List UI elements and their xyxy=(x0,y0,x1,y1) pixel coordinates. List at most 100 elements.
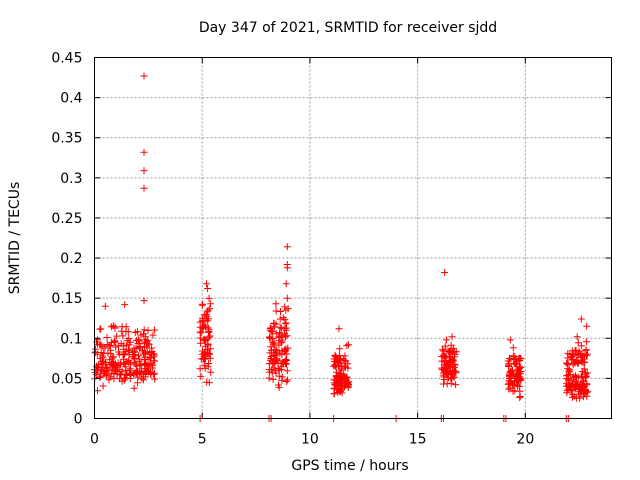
data-point xyxy=(509,344,517,352)
data-point xyxy=(566,383,574,391)
data-point xyxy=(112,343,120,351)
data-point xyxy=(270,339,278,347)
data-point xyxy=(342,363,349,371)
data-point xyxy=(577,342,585,350)
y-tick-label: 0.2 xyxy=(60,251,82,267)
axis-ticks xyxy=(94,57,612,419)
data-point xyxy=(282,378,290,385)
data-point xyxy=(126,338,134,346)
data-point xyxy=(334,376,342,383)
data-point xyxy=(269,328,276,336)
data-point xyxy=(265,360,273,368)
data-point xyxy=(269,375,277,383)
data-point xyxy=(151,357,159,365)
data-point xyxy=(115,348,123,356)
data-point xyxy=(571,378,579,386)
data-point xyxy=(564,361,572,369)
data-point xyxy=(204,363,212,371)
data-point xyxy=(97,341,105,349)
data-point xyxy=(203,346,211,354)
data-point xyxy=(517,363,525,371)
data-point xyxy=(116,375,124,383)
data-point xyxy=(204,350,212,357)
data-point xyxy=(143,362,151,370)
data-point xyxy=(449,357,457,365)
data-point xyxy=(113,370,121,378)
data-point xyxy=(201,336,209,344)
data-point-outlier xyxy=(140,184,148,192)
data-point xyxy=(200,361,208,369)
data-point xyxy=(336,345,344,353)
data-point-outlier xyxy=(203,280,210,288)
data-point xyxy=(141,333,149,341)
data-point xyxy=(108,369,116,377)
data-point xyxy=(513,381,521,389)
x-tick-label: 0 xyxy=(90,432,99,448)
data-point xyxy=(135,352,142,360)
data-point xyxy=(206,305,214,313)
data-point xyxy=(200,323,208,331)
data-point xyxy=(583,351,590,359)
x-axis-tick-labels: 0 5 10 15 20 xyxy=(90,432,534,448)
data-point xyxy=(204,306,212,314)
data-point-outlier xyxy=(283,294,291,302)
plot-frame xyxy=(94,57,612,419)
data-point xyxy=(566,368,574,376)
data-point xyxy=(147,368,154,376)
data-point xyxy=(575,385,583,393)
data-point-outlier xyxy=(577,315,585,323)
data-point xyxy=(201,364,209,372)
data-point xyxy=(278,376,286,384)
data-point xyxy=(583,369,591,377)
data-point xyxy=(267,366,275,374)
data-point xyxy=(196,318,204,326)
data-point xyxy=(505,385,513,393)
data-point xyxy=(443,360,451,368)
x-tick-label: 20 xyxy=(516,432,534,448)
data-point xyxy=(130,384,138,392)
data-point xyxy=(509,352,517,360)
data-point xyxy=(343,342,351,350)
data-point xyxy=(118,368,126,376)
data-point xyxy=(133,328,141,336)
data-point xyxy=(279,314,287,322)
data-point xyxy=(565,382,573,390)
data-point xyxy=(336,370,344,378)
data-point xyxy=(562,359,570,367)
data-point xyxy=(331,351,339,359)
data-point-outlier xyxy=(282,280,290,288)
data-point xyxy=(277,324,285,332)
data-point xyxy=(578,372,586,380)
data-point xyxy=(446,352,454,360)
data-point xyxy=(344,341,352,349)
data-point xyxy=(94,336,102,344)
data-point xyxy=(134,379,141,387)
y-axis-tick-labels: 0 0.05 0.1 0.15 0.2 0.25 0.3 0.35 0.4 0.45 xyxy=(51,51,82,428)
y-tick-label: 0.1 xyxy=(60,331,82,347)
data-point xyxy=(197,339,205,347)
data-point xyxy=(106,373,114,381)
y-tick-label: 0.25 xyxy=(51,211,82,227)
data-point-outlier xyxy=(140,297,148,305)
data-point xyxy=(273,356,281,364)
chart-title: Day 347 of 2021, SRMTID for receiver sjd… xyxy=(199,20,497,36)
data-point-outlier xyxy=(335,325,343,333)
data-point xyxy=(270,319,278,327)
data-point xyxy=(101,344,109,352)
data-point-outlier xyxy=(140,72,148,80)
data-point xyxy=(104,367,112,375)
data-point xyxy=(137,369,145,377)
data-point xyxy=(563,372,571,380)
data-point xyxy=(107,339,115,347)
data-point xyxy=(567,386,575,394)
data-point xyxy=(507,367,515,375)
data-point xyxy=(332,372,340,380)
data-point xyxy=(511,387,519,395)
data-point xyxy=(568,393,576,401)
data-point xyxy=(206,332,214,340)
data-point xyxy=(91,348,99,356)
data-point xyxy=(267,355,275,362)
data-point xyxy=(277,308,284,315)
data-point xyxy=(568,353,575,361)
